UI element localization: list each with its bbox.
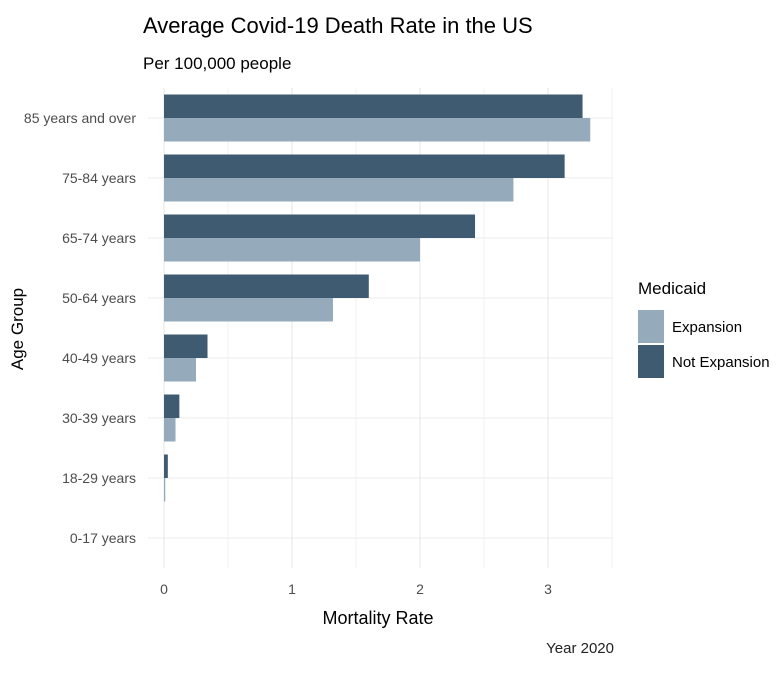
bar-not-expansion — [164, 334, 208, 358]
legend-label: Expansion — [672, 319, 742, 336]
chart-caption: Year 2020 — [546, 640, 614, 657]
x-tick-label: 0 — [160, 581, 168, 597]
x-tick-label: 1 — [288, 581, 296, 597]
x-tick-labels: 0 1 2 3 — [160, 581, 552, 597]
bar-not-expansion — [164, 214, 476, 238]
bar-expansion — [164, 298, 333, 322]
bar-not-expansion — [164, 454, 168, 478]
bar-expansion — [164, 358, 196, 382]
chart-title: Average Covid-19 Death Rate in the US — [143, 13, 533, 38]
y-axis-title: Age Group — [8, 288, 27, 370]
y-tick-label: 18-29 years — [62, 470, 136, 486]
bar-expansion — [164, 418, 176, 442]
y-tick-labels: 85 years and over 75-84 years 65-74 years 5… — [24, 110, 136, 546]
y-tick-label: 50-64 years — [62, 290, 136, 306]
y-tick-label: 75-84 years — [62, 170, 136, 186]
bar-not-expansion — [164, 94, 583, 118]
bar-not-expansion — [164, 394, 180, 418]
y-tick-label: 85 years and over — [24, 110, 136, 126]
y-tick-label: 30-39 years — [62, 410, 136, 426]
y-tick-label: 40-49 years — [62, 350, 136, 366]
legend: Medicaid Expansion Not Expansion — [638, 279, 770, 378]
legend-title: Medicaid — [638, 279, 706, 298]
bar-expansion — [164, 238, 420, 262]
legend-key — [638, 345, 664, 378]
chart-subtitle: Per 100,000 people — [143, 54, 291, 73]
legend-key — [638, 310, 664, 343]
x-tick-label: 3 — [544, 581, 552, 597]
bar-not-expansion — [164, 274, 369, 298]
x-axis-title: Mortality Rate — [322, 608, 433, 628]
bar-expansion — [164, 178, 514, 202]
legend-label: Not Expansion — [672, 354, 770, 371]
y-tick-label: 65-74 years — [62, 230, 136, 246]
bar-expansion — [164, 118, 591, 142]
x-tick-label: 2 — [416, 581, 424, 597]
bar-not-expansion — [164, 154, 565, 178]
bar-expansion — [164, 478, 166, 502]
bars — [164, 94, 591, 502]
y-tick-label: 0-17 years — [70, 530, 136, 546]
